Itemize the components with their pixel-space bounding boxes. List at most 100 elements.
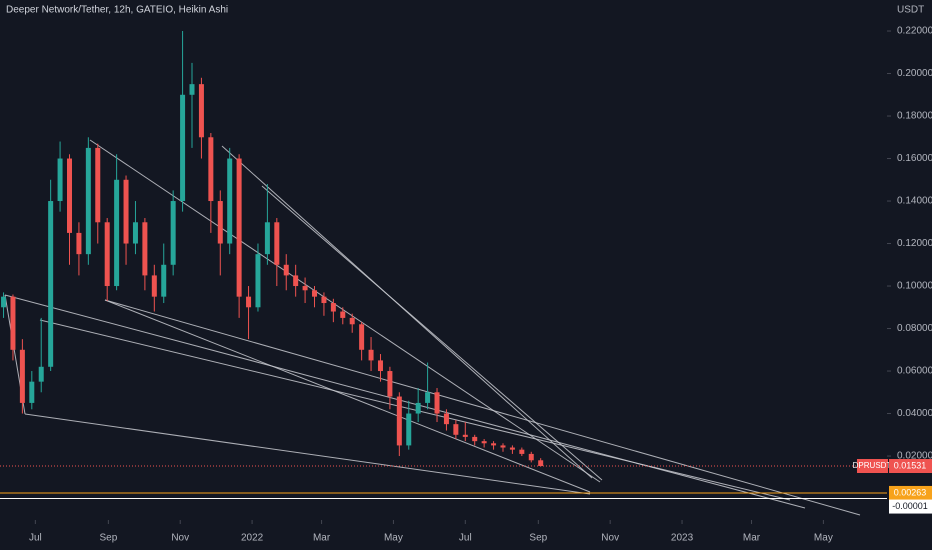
candle-body [142, 222, 148, 276]
candle-body [283, 264, 289, 276]
candle-body [95, 147, 101, 223]
y-tick-label: 0.04000 [897, 408, 932, 419]
candle-body [208, 137, 214, 202]
price-line-name-box [857, 459, 888, 474]
candle-body [491, 443, 497, 446]
x-tick-label: Jul [29, 533, 42, 544]
candle-body [161, 264, 167, 297]
candle-body [368, 349, 374, 361]
y-tick-label: 0.02000 [897, 451, 932, 462]
candle-body [48, 201, 54, 367]
candle-body [1, 296, 7, 308]
y-tick-label: 0.14000 [897, 196, 932, 207]
candle-body [227, 158, 233, 244]
x-tick-label: 2023 [671, 533, 694, 544]
candle-body [57, 158, 63, 202]
candle-body [406, 413, 412, 446]
y-tick-label: 0.16000 [897, 153, 932, 164]
chart-title: Deeper Network/Tether, 12h, GATEIO, Heik… [6, 5, 228, 16]
y-tick-label: 0.20000 [897, 68, 932, 79]
candle-body [29, 381, 35, 403]
candle-body [415, 402, 421, 414]
x-tick-label: May [814, 533, 833, 544]
candle-body [349, 317, 355, 325]
candle-body [462, 434, 468, 437]
candle-body [104, 222, 110, 287]
candle-body [217, 201, 223, 244]
x-tick-label: Jul [459, 533, 472, 544]
candle-body [274, 222, 280, 265]
x-tick-label: Nov [171, 533, 189, 544]
candle-body [293, 275, 299, 287]
x-tick-label: Mar [313, 533, 331, 544]
candle-body [443, 413, 449, 425]
candle-body [132, 222, 138, 244]
trend-line [104, 299, 591, 493]
candle-body [255, 254, 261, 308]
candle-body [66, 158, 72, 233]
x-tick-label: Nov [601, 533, 619, 544]
candle-body [330, 303, 336, 312]
x-tick-label: Mar [743, 533, 761, 544]
trend-line [104, 299, 861, 516]
price-line-box [889, 485, 932, 500]
candle-body [528, 453, 534, 461]
candle-body [509, 447, 515, 450]
candle-body [434, 392, 440, 414]
candle-body [38, 366, 44, 382]
trend-lines [4, 139, 861, 516]
candle-body [264, 222, 270, 255]
candle-body [19, 349, 25, 403]
candle-body [538, 460, 544, 467]
trend-line [89, 139, 601, 483]
candle-body [377, 360, 383, 372]
y-tick-label: 0.18000 [897, 111, 932, 122]
candle-body [302, 286, 308, 291]
candle-body [472, 436, 478, 442]
candle-body [312, 290, 318, 297]
price-line-name: DPRUSDT [853, 461, 892, 470]
candle-body [85, 147, 91, 255]
candle-body [114, 179, 120, 287]
candle-body [387, 371, 393, 397]
candle-body [76, 232, 82, 255]
price-line-value: 0.01531 [894, 460, 927, 470]
price-line-value: -0.00001 [892, 501, 928, 511]
candle-body [453, 424, 459, 435]
price-line-box [889, 499, 932, 514]
candle-body [246, 296, 252, 308]
y-tick-label: 0.22000 [897, 26, 932, 37]
candle-body [481, 441, 487, 444]
candle-body [425, 392, 431, 403]
candle-body [359, 324, 365, 350]
y-tick-label: 0.08000 [897, 323, 932, 334]
candle-body [321, 296, 327, 304]
candle-body [500, 445, 506, 448]
trend-line [4, 294, 806, 509]
y-tick-label: 0.10000 [897, 281, 932, 292]
candle-body [198, 84, 204, 138]
candle-body [519, 449, 525, 454]
x-tick-label: May [384, 533, 403, 544]
candle-body [236, 158, 242, 297]
y-axis-label: USDT [897, 5, 924, 16]
candle-body [189, 84, 195, 95]
candle-body [10, 296, 16, 350]
x-tick-label: Sep [529, 533, 547, 544]
x-tick-label: Sep [99, 533, 117, 544]
trend-line [261, 185, 603, 481]
candle-body [123, 179, 129, 244]
trend-line [39, 319, 791, 501]
candle-body [340, 311, 346, 318]
candle-body [180, 94, 186, 202]
price-line-value: 0.00263 [894, 487, 927, 497]
candle-body [396, 396, 402, 446]
y-tick-label: 0.12000 [897, 238, 932, 249]
x-tick-label: 2022 [241, 533, 264, 544]
trend-line [24, 413, 591, 495]
candle-body [170, 201, 176, 265]
candle-body [151, 275, 157, 297]
